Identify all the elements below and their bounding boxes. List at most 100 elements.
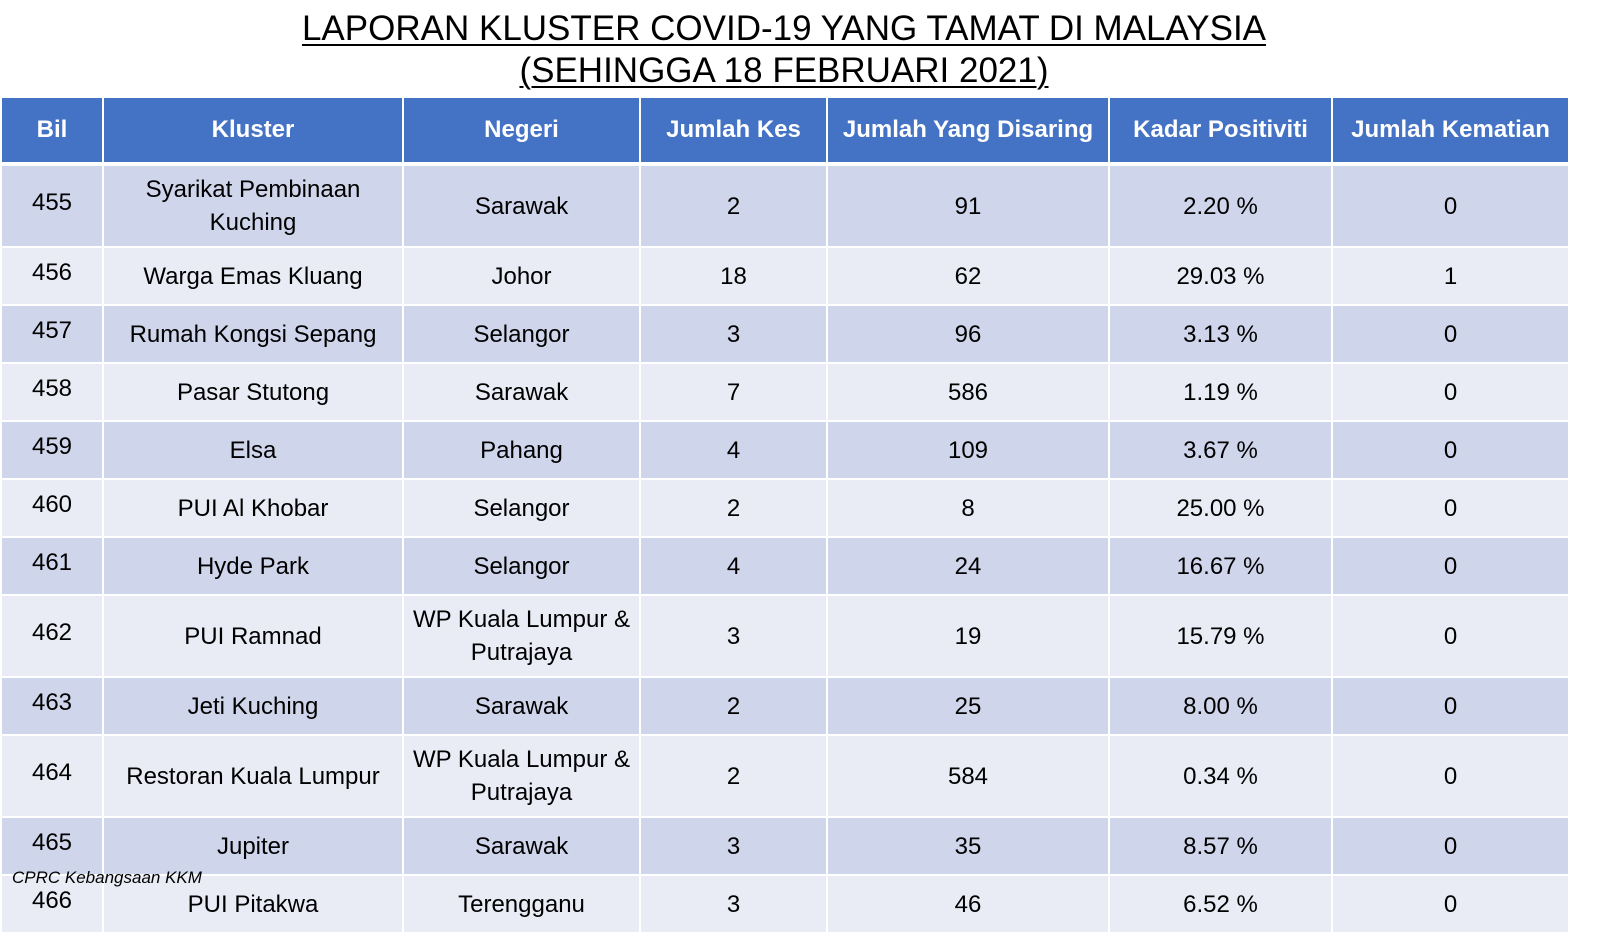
cell-negeri: Johor [402, 246, 641, 306]
cell-bil: 461 [0, 536, 104, 596]
cell-disaring: 46 [826, 874, 1110, 934]
title-line-2: (SEHINGGA 18 FEBRUARI 2021) [519, 51, 1049, 90]
table-row: 464 Restoran Kuala Lumpur WP Kuala Lumpu… [0, 734, 1570, 818]
cell-positiviti: 6.52 % [1108, 874, 1333, 934]
cell-negeri: Sarawak [402, 816, 641, 876]
header-jumlah-kematian: Jumlah Kematian [1331, 96, 1570, 166]
cell-kluster: Pasar Stutong [102, 362, 404, 422]
cell-positiviti: 25.00 % [1108, 478, 1333, 538]
cell-kluster: PUI Ramnad [102, 594, 404, 678]
cell-negeri: Terengganu [402, 874, 641, 934]
cell-positiviti: 3.13 % [1108, 304, 1333, 364]
cell-positiviti: 3.67 % [1108, 420, 1333, 480]
cell-disaring: 35 [826, 816, 1110, 876]
cell-kematian: 0 [1331, 362, 1570, 422]
cell-bil: 460 [0, 478, 104, 538]
cell-positiviti: 1.19 % [1108, 362, 1333, 422]
cell-kematian: 0 [1331, 163, 1570, 248]
cell-kematian: 1 [1331, 246, 1570, 306]
cell-kes: 2 [639, 163, 828, 248]
header-row: Bil Kluster Negeri Jumlah Kes Jumlah Yan… [0, 96, 1570, 166]
cell-kes: 3 [639, 816, 828, 876]
cell-bil: 459 [0, 420, 104, 480]
cell-kes: 4 [639, 420, 828, 480]
cell-kematian: 0 [1331, 594, 1570, 678]
cell-kematian: 0 [1331, 478, 1570, 538]
cell-positiviti: 0.34 % [1108, 734, 1333, 818]
header-bil: Bil [0, 96, 104, 166]
cell-negeri: Selangor [402, 304, 641, 364]
cell-disaring: 62 [826, 246, 1110, 306]
cell-positiviti: 2.20 % [1108, 163, 1333, 248]
cell-disaring: 19 [826, 594, 1110, 678]
cell-kes: 7 [639, 362, 828, 422]
report-title: LAPORAN KLUSTER COVID-19 YANG TAMAT DI M… [0, 8, 1568, 92]
cell-negeri: WP Kuala Lumpur & Putrajaya [402, 594, 641, 678]
cell-kematian: 0 [1331, 816, 1570, 876]
cell-kes: 4 [639, 536, 828, 596]
cell-kes: 18 [639, 246, 828, 306]
cell-kluster: PUI Al Khobar [102, 478, 404, 538]
cell-bil: 456 [0, 246, 104, 306]
cluster-table: Bil Kluster Negeri Jumlah Kes Jumlah Yan… [0, 96, 1570, 934]
table-row: 458 Pasar Stutong Sarawak 7 586 1.19 % 0 [0, 362, 1570, 422]
cell-kematian: 0 [1331, 874, 1570, 934]
table-row: 463 Jeti Kuching Sarawak 2 25 8.00 % 0 [0, 676, 1570, 736]
cell-kematian: 0 [1331, 676, 1570, 736]
cell-bil: 464 [0, 734, 104, 818]
cell-negeri: Sarawak [402, 163, 641, 248]
cell-disaring: 584 [826, 734, 1110, 818]
table-row: 455 Syarikat Pembinaan Kuching Sarawak 2… [0, 163, 1570, 248]
cell-disaring: 8 [826, 478, 1110, 538]
cell-kluster: Jupiter [102, 816, 404, 876]
cell-kes: 3 [639, 874, 828, 934]
cell-disaring: 24 [826, 536, 1110, 596]
cell-kematian: 0 [1331, 420, 1570, 480]
cell-negeri: Sarawak [402, 362, 641, 422]
cell-kematian: 0 [1331, 734, 1570, 818]
cell-kematian: 0 [1331, 304, 1570, 364]
table-row: 465 Jupiter Sarawak 3 35 8.57 % 0 [0, 816, 1570, 876]
cell-bil: 458 [0, 362, 104, 422]
cell-kluster: Restoran Kuala Lumpur [102, 734, 404, 818]
table-row: 459 Elsa Pahang 4 109 3.67 % 0 [0, 420, 1570, 480]
cell-positiviti: 15.79 % [1108, 594, 1333, 678]
table-row: 457 Rumah Kongsi Sepang Selangor 3 96 3.… [0, 304, 1570, 364]
cell-positiviti: 8.00 % [1108, 676, 1333, 736]
cell-positiviti: 29.03 % [1108, 246, 1333, 306]
cell-positiviti: 8.57 % [1108, 816, 1333, 876]
cell-kematian: 0 [1331, 536, 1570, 596]
cell-negeri: WP Kuala Lumpur & Putrajaya [402, 734, 641, 818]
table-row: 460 PUI Al Khobar Selangor 2 8 25.00 % 0 [0, 478, 1570, 538]
cell-kes: 2 [639, 478, 828, 538]
header-negeri: Negeri [402, 96, 641, 166]
table-row: 462 PUI Ramnad WP Kuala Lumpur & Putraja… [0, 594, 1570, 678]
cell-negeri: Selangor [402, 478, 641, 538]
cell-kluster: Syarikat Pembinaan Kuching [102, 163, 404, 248]
cell-negeri: Sarawak [402, 676, 641, 736]
header-kadar-positiviti: Kadar Positiviti [1108, 96, 1333, 166]
title-line-1: LAPORAN KLUSTER COVID-19 YANG TAMAT DI M… [301, 9, 1267, 48]
table-row: 466 PUI Pitakwa Terengganu 3 46 6.52 % 0 [0, 874, 1570, 934]
cell-kes: 3 [639, 304, 828, 364]
cell-kluster: Hyde Park [102, 536, 404, 596]
source-footer: CPRC Kebangsaan KKM [12, 868, 202, 887]
cell-disaring: 96 [826, 304, 1110, 364]
header-jumlah-disaring: Jumlah Yang Disaring [826, 96, 1110, 166]
cell-bil: 457 [0, 304, 104, 364]
cell-disaring: 586 [826, 362, 1110, 422]
cell-bil: 462 [0, 594, 104, 678]
cell-kluster: Warga Emas Kluang [102, 246, 404, 306]
cell-kluster: Jeti Kuching [102, 676, 404, 736]
table-row: 456 Warga Emas Kluang Johor 18 62 29.03 … [0, 246, 1570, 306]
cell-positiviti: 16.67 % [1108, 536, 1333, 596]
cell-negeri: Selangor [402, 536, 641, 596]
cell-bil: 455 [0, 163, 104, 248]
table-row: 461 Hyde Park Selangor 4 24 16.67 % 0 [0, 536, 1570, 596]
cell-bil: 465 [0, 816, 104, 876]
cell-bil: 463 [0, 676, 104, 736]
cell-kes: 2 [639, 734, 828, 818]
cell-disaring: 109 [826, 420, 1110, 480]
header-jumlah-kes: Jumlah Kes [639, 96, 828, 166]
cell-disaring: 91 [826, 163, 1110, 248]
